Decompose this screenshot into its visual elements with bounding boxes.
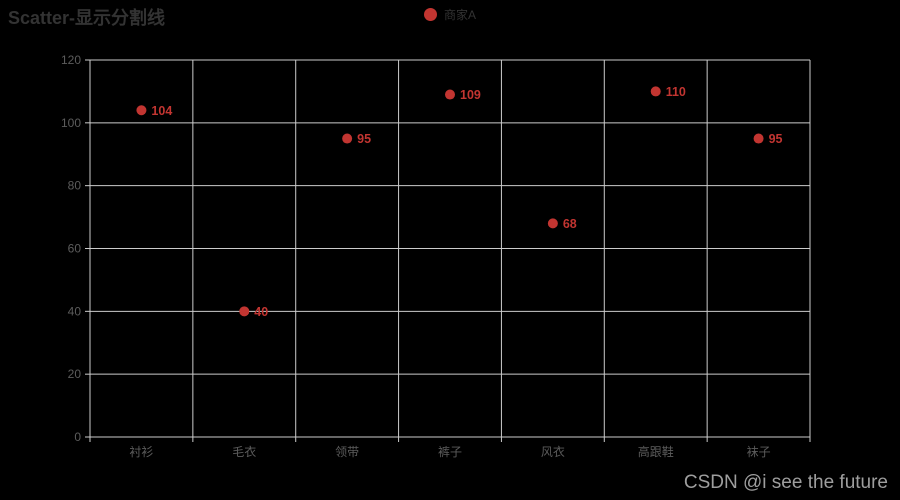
point-value-label: 95 — [769, 132, 783, 146]
point-value-label: 104 — [151, 104, 172, 118]
scatter-point[interactable] — [136, 105, 147, 116]
scatter-point[interactable] — [342, 133, 353, 144]
legend-item-shangjia-a[interactable]: 商家A — [0, 6, 900, 23]
point-value-label: 95 — [357, 132, 371, 146]
point-value-label: 40 — [254, 305, 268, 319]
y-axis-label: 20 — [68, 367, 82, 381]
legend-label: 商家A — [443, 8, 476, 22]
y-axis-label: 80 — [68, 179, 82, 193]
y-axis-label: 40 — [68, 304, 82, 318]
point-value-label: 110 — [666, 85, 686, 99]
x-axis-label: 毛衣 — [232, 444, 256, 459]
x-axis-label: 袜子 — [747, 445, 771, 459]
x-axis-label: 高跟鞋 — [638, 444, 674, 459]
scatter-point[interactable] — [650, 86, 661, 97]
watermark: CSDN @i see the future — [683, 472, 888, 493]
scatter-point[interactable] — [547, 218, 558, 229]
scatter-point[interactable] — [445, 89, 455, 100]
y-axis-label: 120 — [61, 53, 81, 67]
point-value-label: 68 — [563, 217, 577, 231]
y-axis-label: 0 — [74, 430, 81, 444]
x-axis-label: 风衣 — [541, 444, 565, 459]
y-axis-label: 60 — [68, 242, 82, 256]
scatter-point[interactable] — [239, 306, 250, 317]
chart-title: Scatter-显示分割线 — [8, 8, 166, 28]
x-axis-label: 衬衫 — [129, 445, 153, 459]
point-value-label: 109 — [460, 88, 481, 102]
scatter-point[interactable] — [753, 133, 764, 144]
legend-marker-icon — [423, 8, 437, 21]
x-axis-label: 领带 — [335, 445, 359, 459]
y-axis-label: 100 — [61, 116, 81, 130]
x-axis-label: 裤子 — [438, 445, 462, 459]
